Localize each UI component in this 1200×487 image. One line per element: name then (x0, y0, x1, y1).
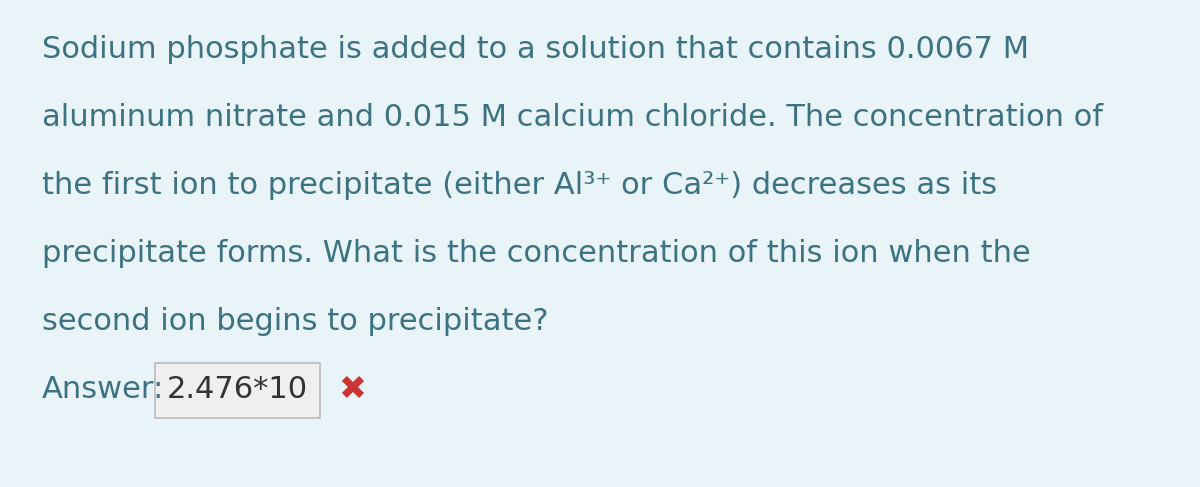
Text: second ion begins to precipitate?: second ion begins to precipitate? (42, 307, 548, 336)
Text: Sodium phosphate is added to a solution that contains 0.0067 M: Sodium phosphate is added to a solution … (42, 35, 1030, 64)
FancyBboxPatch shape (155, 363, 320, 418)
Text: aluminum nitrate and 0.015 M calcium chloride. The concentration of: aluminum nitrate and 0.015 M calcium chl… (42, 103, 1103, 132)
Text: precipitate forms. What is the concentration of this ion when the: precipitate forms. What is the concentra… (42, 239, 1031, 268)
Text: Answer:: Answer: (42, 375, 164, 405)
Text: the first ion to precipitate (either Al³⁺ or Ca²⁺) decreases as its: the first ion to precipitate (either Al³… (42, 171, 997, 200)
Text: 2.476*10: 2.476*10 (167, 375, 308, 405)
Text: ✖: ✖ (338, 374, 366, 407)
